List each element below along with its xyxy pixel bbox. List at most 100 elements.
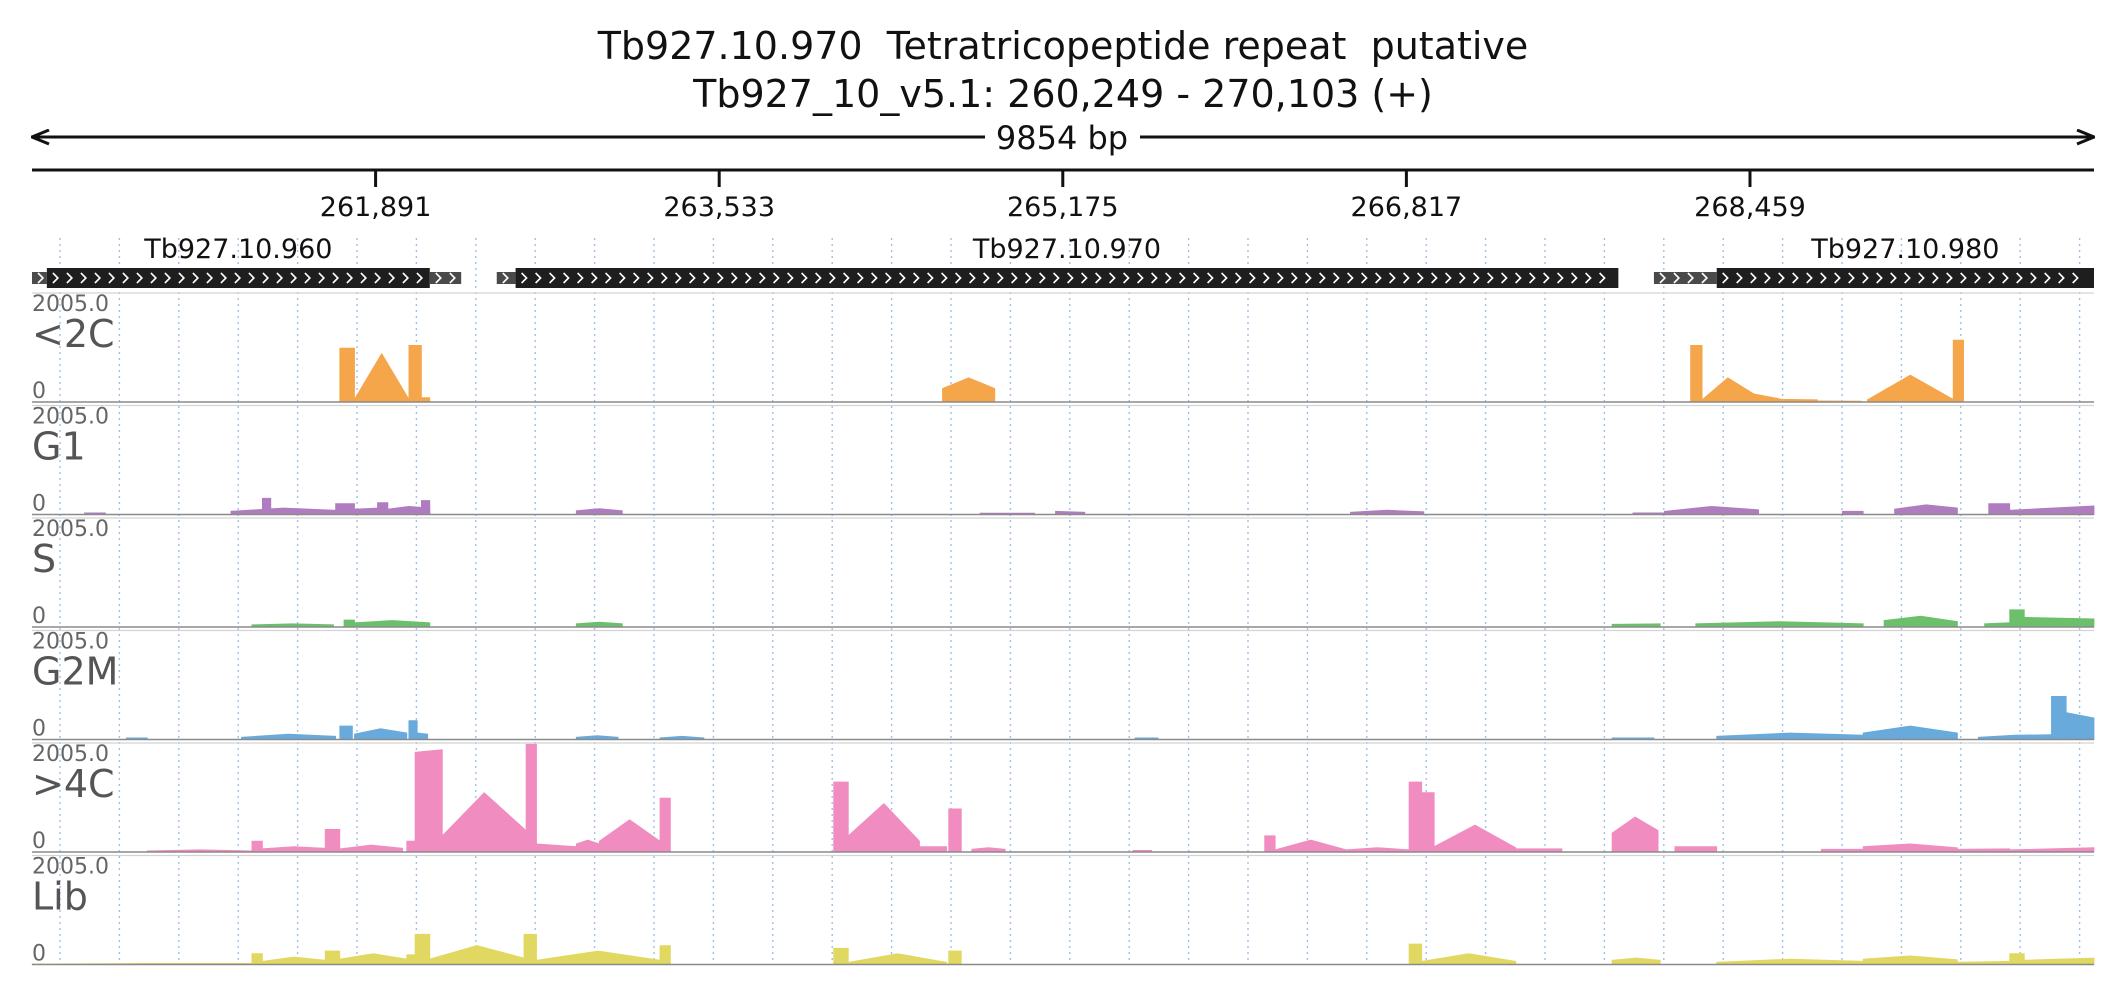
strand-arrow: [1806, 272, 1813, 284]
coverage-area: [1716, 732, 1864, 740]
coverage-area: [948, 950, 962, 965]
coverage-area: [2009, 609, 2025, 628]
strand-arrow: [1179, 272, 1186, 284]
coverage-area: [230, 507, 336, 515]
strand-arrow: [1501, 272, 1508, 284]
track-y-max: 2005.0: [32, 855, 109, 880]
track-y-min: 0: [32, 492, 46, 517]
coverage-area: [406, 954, 416, 965]
strand-arrow: [1890, 272, 1897, 284]
strand-arrow: [318, 272, 326, 284]
coverage-area: [339, 725, 353, 740]
coverage-area: [942, 377, 996, 403]
strand-arrow: [1277, 272, 1284, 284]
coverage-area: [324, 950, 341, 965]
strand-arrow: [1067, 272, 1074, 284]
strand-arrow: [1736, 272, 1743, 284]
coverage-area: [2023, 957, 2095, 965]
gene-cds: [515, 268, 1619, 288]
strand-arrow: [94, 272, 102, 284]
strand-arrow: [1053, 272, 1060, 284]
ruler-tick-label: 265,175: [1007, 192, 1119, 223]
track-y-min: 0: [32, 829, 46, 854]
strand-arrow: [1834, 272, 1841, 284]
strand-arrow: [346, 272, 354, 284]
coverage-area: [1883, 615, 1958, 628]
strand-arrow: [1263, 272, 1270, 284]
gene-utr: [429, 272, 462, 284]
strand-arrow: [402, 272, 410, 284]
coverage-area: [406, 840, 416, 853]
strand-arrow: [1820, 272, 1827, 284]
strand-arrow: [591, 272, 598, 284]
strand-arrow: [374, 272, 382, 284]
strand-arrow: [1431, 272, 1438, 284]
gene-label: Tb927.10.980: [1810, 234, 1999, 265]
strand-arrow: [1571, 272, 1578, 284]
strand-arrow: [502, 272, 509, 284]
strand-arrow: [1876, 272, 1883, 284]
track-y-min: 0: [32, 717, 46, 742]
coverage-track: 2005.0<2C 0: [32, 292, 2094, 404]
strand-arrow: [136, 272, 144, 284]
ruler-tick-label: 261,891: [320, 192, 432, 223]
coverage-area: [1862, 843, 1958, 853]
track-y-min: 0: [32, 379, 46, 404]
strand-arrow: [1081, 272, 1088, 284]
strand-arrow: [1375, 272, 1382, 284]
coverage-area: [441, 792, 527, 853]
strand-arrow: [304, 272, 312, 284]
track-name: >4C: [32, 762, 115, 806]
gene-cds: [1716, 268, 2094, 288]
coverage-area: [339, 953, 408, 965]
coverage-area: [339, 844, 403, 853]
coverage-tracks: 2005.0<2C02005.0G102005.0S02005.0G2M0200…: [31, 292, 2095, 967]
strand-arrow: [1918, 272, 1925, 284]
gene-label: Tb927.10.960: [143, 234, 332, 265]
strand-arrow: [276, 272, 284, 284]
strand-arrow: [857, 272, 864, 284]
coverage-area: [377, 502, 389, 515]
strand-arrow: [2044, 272, 2051, 284]
strand-arrow: [1701, 272, 1709, 284]
strand-arrow: [1659, 272, 1667, 284]
coverage-area: [1274, 839, 1347, 853]
strand-arrow: [1137, 272, 1144, 284]
strand-arrow: [360, 272, 368, 284]
strand-arrow: [563, 272, 570, 284]
strand-arrow: [1235, 272, 1242, 284]
coverage-area: [335, 503, 355, 515]
coverage-area: [1421, 953, 1517, 965]
strand-arrow: [2016, 272, 2023, 284]
coverage-track: 2005.0S 0: [32, 517, 2095, 629]
strand-arrow: [416, 272, 424, 284]
strand-arrow: [1750, 272, 1757, 284]
strand-arrow: [1095, 272, 1102, 284]
strand-arrow: [577, 272, 584, 284]
track-y-min: 0: [32, 604, 46, 629]
ruler-tick-label: 266,817: [1351, 192, 1463, 223]
coverage-area: [416, 732, 429, 740]
coverage-area: [354, 352, 410, 403]
strand-arrow: [549, 272, 556, 284]
strand-arrow: [661, 272, 668, 284]
strand-arrow: [1403, 272, 1410, 284]
coverage-area: [847, 802, 920, 853]
strand-arrow: [1151, 272, 1158, 284]
strand-arrow: [913, 272, 920, 284]
track-name: Lib: [32, 875, 88, 919]
strand-arrow: [1417, 272, 1424, 284]
span-label: 9854 bp: [996, 119, 1128, 157]
strand-arrow: [1932, 272, 1939, 284]
strand-arrow: [150, 272, 158, 284]
coverage-area: [523, 933, 537, 965]
coverage-area: [525, 743, 537, 853]
coverage-area: [1664, 505, 1759, 515]
coverage-area: [1264, 835, 1276, 853]
strand-arrow: [1778, 272, 1785, 284]
coverage-area: [2009, 505, 2095, 515]
strand-arrow: [1319, 272, 1326, 284]
strand-arrow: [206, 272, 214, 284]
